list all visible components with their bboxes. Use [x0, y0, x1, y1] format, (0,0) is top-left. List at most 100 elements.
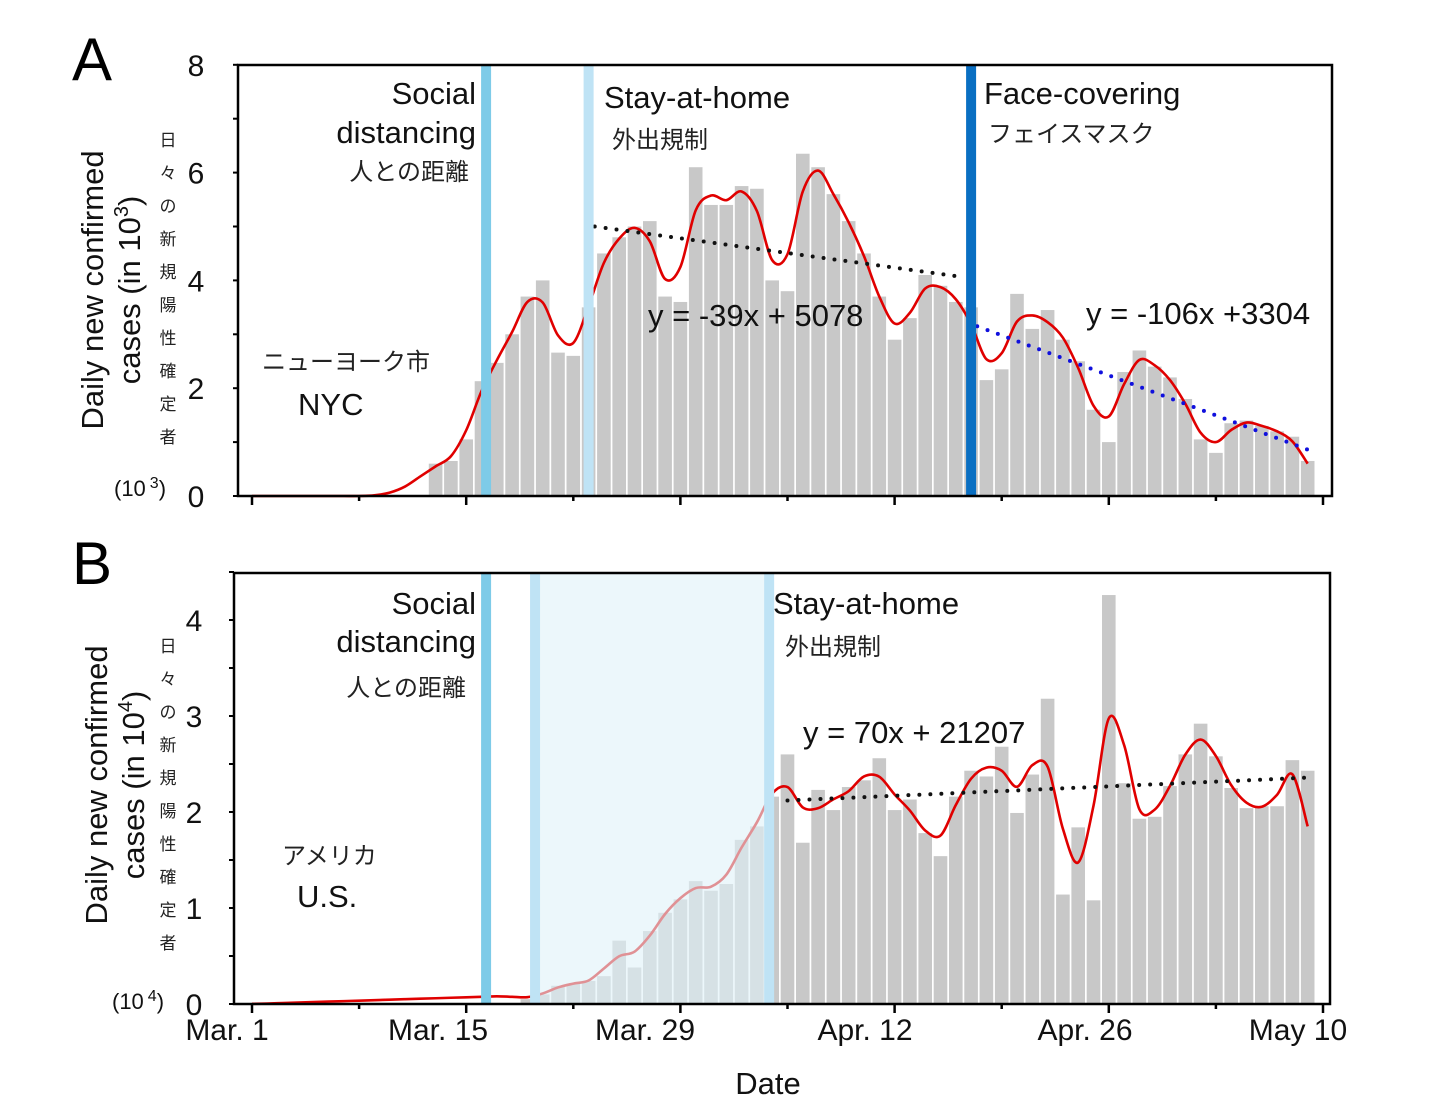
bar [1086, 900, 1101, 1004]
bar [566, 355, 581, 496]
bar [1178, 398, 1193, 496]
bar [933, 856, 948, 1004]
intervention-line-2 [966, 65, 977, 496]
panel-a-letter: A [72, 26, 112, 93]
bar [704, 204, 718, 496]
ylabel-jp-char: 確 [160, 362, 177, 382]
bar [949, 796, 963, 1004]
y-tick-label: 4 [186, 605, 203, 638]
ylabel-jp-char: 日 [160, 131, 177, 151]
bar [1132, 818, 1147, 1004]
a-face-label: Face-covering [984, 76, 1180, 111]
a-region-label: NYC [298, 387, 363, 422]
bar [1086, 409, 1101, 496]
bar [841, 221, 856, 497]
bar [1056, 339, 1070, 496]
bar [719, 204, 734, 496]
x-tick-label: Apr. 12 [817, 1014, 912, 1047]
bar [994, 369, 1009, 496]
ylabel-jp-char: 陽 [160, 296, 177, 316]
smoothed-trend-curve [252, 169, 1309, 498]
a-social-label-1: Social [392, 76, 476, 111]
bar [535, 280, 550, 496]
ylabel-jp-char: 規 [160, 769, 177, 789]
bar [612, 237, 626, 496]
bar [1132, 350, 1147, 496]
bar [750, 188, 764, 496]
x-tick-label: Mar. 29 [595, 1014, 695, 1047]
y-tick-label: 0 [188, 481, 205, 514]
bar [1209, 756, 1223, 1004]
plot-frame [232, 571, 1332, 1006]
bar [872, 296, 887, 496]
bar [887, 339, 902, 496]
a-unit-label: (10 3) [114, 475, 166, 501]
b-social-label-2: distancing [336, 624, 476, 659]
bar [1193, 439, 1208, 496]
b-region-jp: アメリカ [282, 842, 377, 870]
a-trend-1-equation: y = -39x + 5078 [648, 298, 863, 333]
bar [688, 167, 703, 496]
ylabel-jp-char: 新 [160, 230, 177, 250]
x-tick-label: May 10 [1249, 1014, 1347, 1047]
bar [841, 787, 856, 1004]
y-tick-label: 0 [186, 989, 203, 1022]
a-stay-label-jp: 外出規制 [612, 126, 708, 154]
b-ylabel-line2: cases (in 104) [115, 691, 151, 880]
b-ylabel-line1: Daily new confirmed [79, 645, 114, 924]
intervention-line-0 [481, 573, 492, 1004]
bar [1010, 812, 1024, 1004]
bar [505, 334, 519, 496]
bar [1239, 808, 1254, 1004]
panel-a-plot: 0 2 4 6 8 [188, 50, 1334, 514]
a-social-label-jp: 人との距離 [349, 158, 469, 186]
stay-at-home-end-line [764, 573, 775, 1004]
bar [658, 296, 672, 496]
bar [459, 439, 473, 496]
b-region-label: U.S. [297, 879, 357, 914]
b-social-label-1: Social [392, 586, 476, 621]
linear-trend-line-0 [592, 224, 964, 279]
bar [1239, 420, 1254, 496]
bar [444, 460, 458, 496]
bar [1224, 788, 1238, 1004]
y-tick-label: 1 [186, 893, 203, 926]
bar [979, 776, 994, 1004]
linear-trend-line-0 [785, 775, 1310, 803]
bar [964, 770, 978, 1004]
a-stay-label: Stay-at-home [604, 80, 790, 115]
bar [826, 810, 841, 1004]
bar [780, 754, 795, 1004]
ylabel-jp-char: 規 [160, 263, 177, 283]
y-tick-label: 4 [188, 265, 205, 298]
y-tick-label: 2 [186, 797, 203, 830]
ylabel-jp-char: 陽 [160, 802, 177, 822]
bar [551, 352, 565, 496]
ylabel-jp-char: の [160, 703, 177, 723]
bar [1147, 366, 1162, 496]
bar [1209, 452, 1223, 496]
bar [1071, 827, 1085, 1004]
bar [1102, 442, 1116, 496]
panel-b-letter: B [72, 530, 112, 597]
bar [765, 280, 779, 496]
bar [979, 380, 994, 496]
bar [1163, 786, 1177, 1004]
bar [1285, 436, 1300, 496]
ylabel-jp-char: 性 [160, 329, 177, 349]
bar [1025, 774, 1040, 1004]
bar [903, 799, 917, 1004]
ylabel-jp-char: 々 [160, 670, 177, 690]
b-unit-label: (10 4) [112, 988, 164, 1014]
bar [520, 999, 535, 1004]
bar [1255, 806, 1269, 1004]
bar [949, 301, 963, 496]
y-tick-label: 8 [188, 50, 205, 83]
bar [918, 275, 932, 496]
bar [918, 833, 932, 1004]
bar [1285, 760, 1300, 1004]
a-social-label-2: distancing [336, 115, 476, 150]
bar [643, 221, 657, 497]
